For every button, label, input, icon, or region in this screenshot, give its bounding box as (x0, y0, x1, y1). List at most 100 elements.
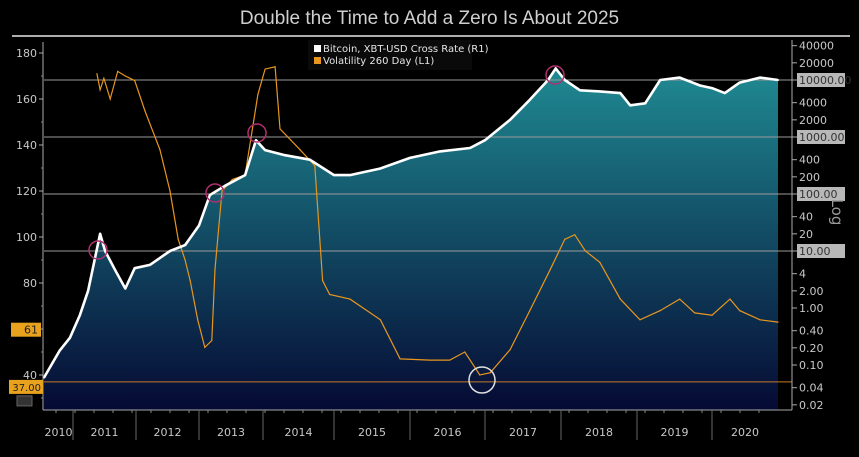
bitcoin-point (87, 289, 90, 292)
bitcoin-point (563, 79, 566, 81)
bitcoin-point (484, 139, 486, 142)
bitcoin-point (284, 154, 287, 157)
x-tick-label: 2018 (585, 426, 613, 439)
x-tick-label: 2017 (509, 426, 537, 439)
right-tick-label: 0.20 (799, 342, 824, 355)
volatility-point (197, 319, 199, 321)
annotation-circle (205, 183, 225, 203)
volatility-point (479, 374, 481, 376)
volatility-point (117, 70, 119, 72)
volatility-point (639, 319, 641, 321)
volatility-point (264, 68, 266, 70)
volatility-point (349, 298, 351, 300)
bitcoin-point (699, 84, 701, 87)
bitcoin-point (711, 87, 713, 90)
volatility-last-box (11, 322, 41, 337)
volatility-point (124, 75, 126, 77)
annotation-circle (247, 123, 267, 143)
bitcoin-point (777, 79, 779, 81)
right-tick-label: 0.02 (799, 399, 824, 412)
volatility-point (221, 190, 223, 192)
left-tick-label: 40 (23, 369, 37, 382)
bitcoin-point (78, 314, 81, 317)
bitcoin-point (184, 244, 187, 247)
legend-swatch-volatility (314, 57, 321, 64)
bitcoin-point (68, 336, 71, 339)
volatility-point (99, 89, 101, 91)
annotation-circle (545, 65, 565, 85)
volatility-point (204, 346, 206, 348)
right-tick-label: 40 (799, 211, 813, 224)
volatility-point (257, 93, 259, 95)
volatility-point (679, 298, 681, 300)
volatility-point (279, 128, 281, 130)
volatility-point (189, 280, 191, 282)
volatility-point (659, 310, 661, 312)
volatility-point (109, 98, 111, 100)
bitcoin-point (114, 269, 117, 272)
bitcoin-point (619, 92, 622, 95)
bitcoin-point (409, 156, 411, 159)
bitcoin-point (58, 349, 61, 352)
bitcoin-point (104, 250, 107, 252)
bitcoin-point (148, 263, 151, 266)
bitcoin-point (124, 287, 127, 290)
right-tick-label: 0.04 (799, 382, 824, 395)
annotation-circle (88, 240, 108, 260)
x-tick-label: 2014 (285, 426, 313, 439)
left-tick-label: 160 (16, 93, 37, 106)
volatility-point (464, 351, 466, 353)
left-tick-label: 100 (16, 231, 37, 244)
right-tick-label: 0.10 (799, 359, 824, 372)
right-tick-label: 400 (799, 154, 820, 167)
right-tick-label: 10000.00 (799, 74, 852, 87)
volatility-point (777, 321, 779, 323)
bitcoin-point (348, 174, 351, 177)
bitcoin-point (598, 90, 601, 93)
bitcoin-point (723, 92, 726, 95)
right-value-box (797, 73, 845, 87)
right-tick-label: 200 (799, 171, 820, 184)
chart-title: Double the Time to Add a Zero Is About 2… (239, 8, 620, 29)
low-volatility-circle (468, 366, 496, 394)
volatility-point (549, 268, 551, 270)
x-tick-label: 2012 (154, 426, 182, 439)
left-tick-label: 140 (16, 139, 37, 152)
legend (308, 40, 472, 70)
volatility-point (429, 359, 431, 361)
volatility-point (399, 358, 401, 360)
bitcoin-point (254, 139, 257, 142)
bitcoin-point (133, 267, 136, 270)
bitcoin-point (659, 79, 662, 81)
bitcoin-point (629, 104, 632, 107)
bitcoin-point (469, 147, 471, 150)
bitcoin-point (379, 167, 382, 170)
volatility-point (599, 261, 601, 263)
reference-box (9, 379, 43, 394)
right-tick-label: 40000 (799, 40, 834, 53)
right-tick-label: 4 (799, 268, 806, 281)
volatility-point (134, 80, 136, 82)
right-tick-label: 10.00 (799, 245, 831, 258)
bitcoin-point (439, 150, 441, 153)
volatility-point (574, 234, 576, 236)
right-value-box (797, 187, 845, 201)
bitcoin-point (99, 232, 102, 235)
volatility-point (299, 149, 301, 151)
legend-label-volatility: Volatility 260 Day (L1) (323, 56, 434, 67)
right-axis-label: Log (828, 199, 846, 226)
volatility-point (449, 359, 451, 361)
volatility-point (759, 319, 761, 321)
volatility-point (319, 238, 321, 240)
volatility-point (619, 298, 621, 300)
bitcoin-point (43, 376, 46, 379)
right-tick-label: 0.40 (799, 325, 824, 338)
right-value-box (797, 244, 845, 258)
chart-type-icon (16, 395, 33, 407)
bitcoin-point (198, 224, 200, 227)
volatility-point (103, 77, 105, 79)
x-tick-label: 2016 (434, 426, 462, 439)
bitcoin-point (528, 98, 531, 101)
bitcoin-point (244, 174, 247, 177)
